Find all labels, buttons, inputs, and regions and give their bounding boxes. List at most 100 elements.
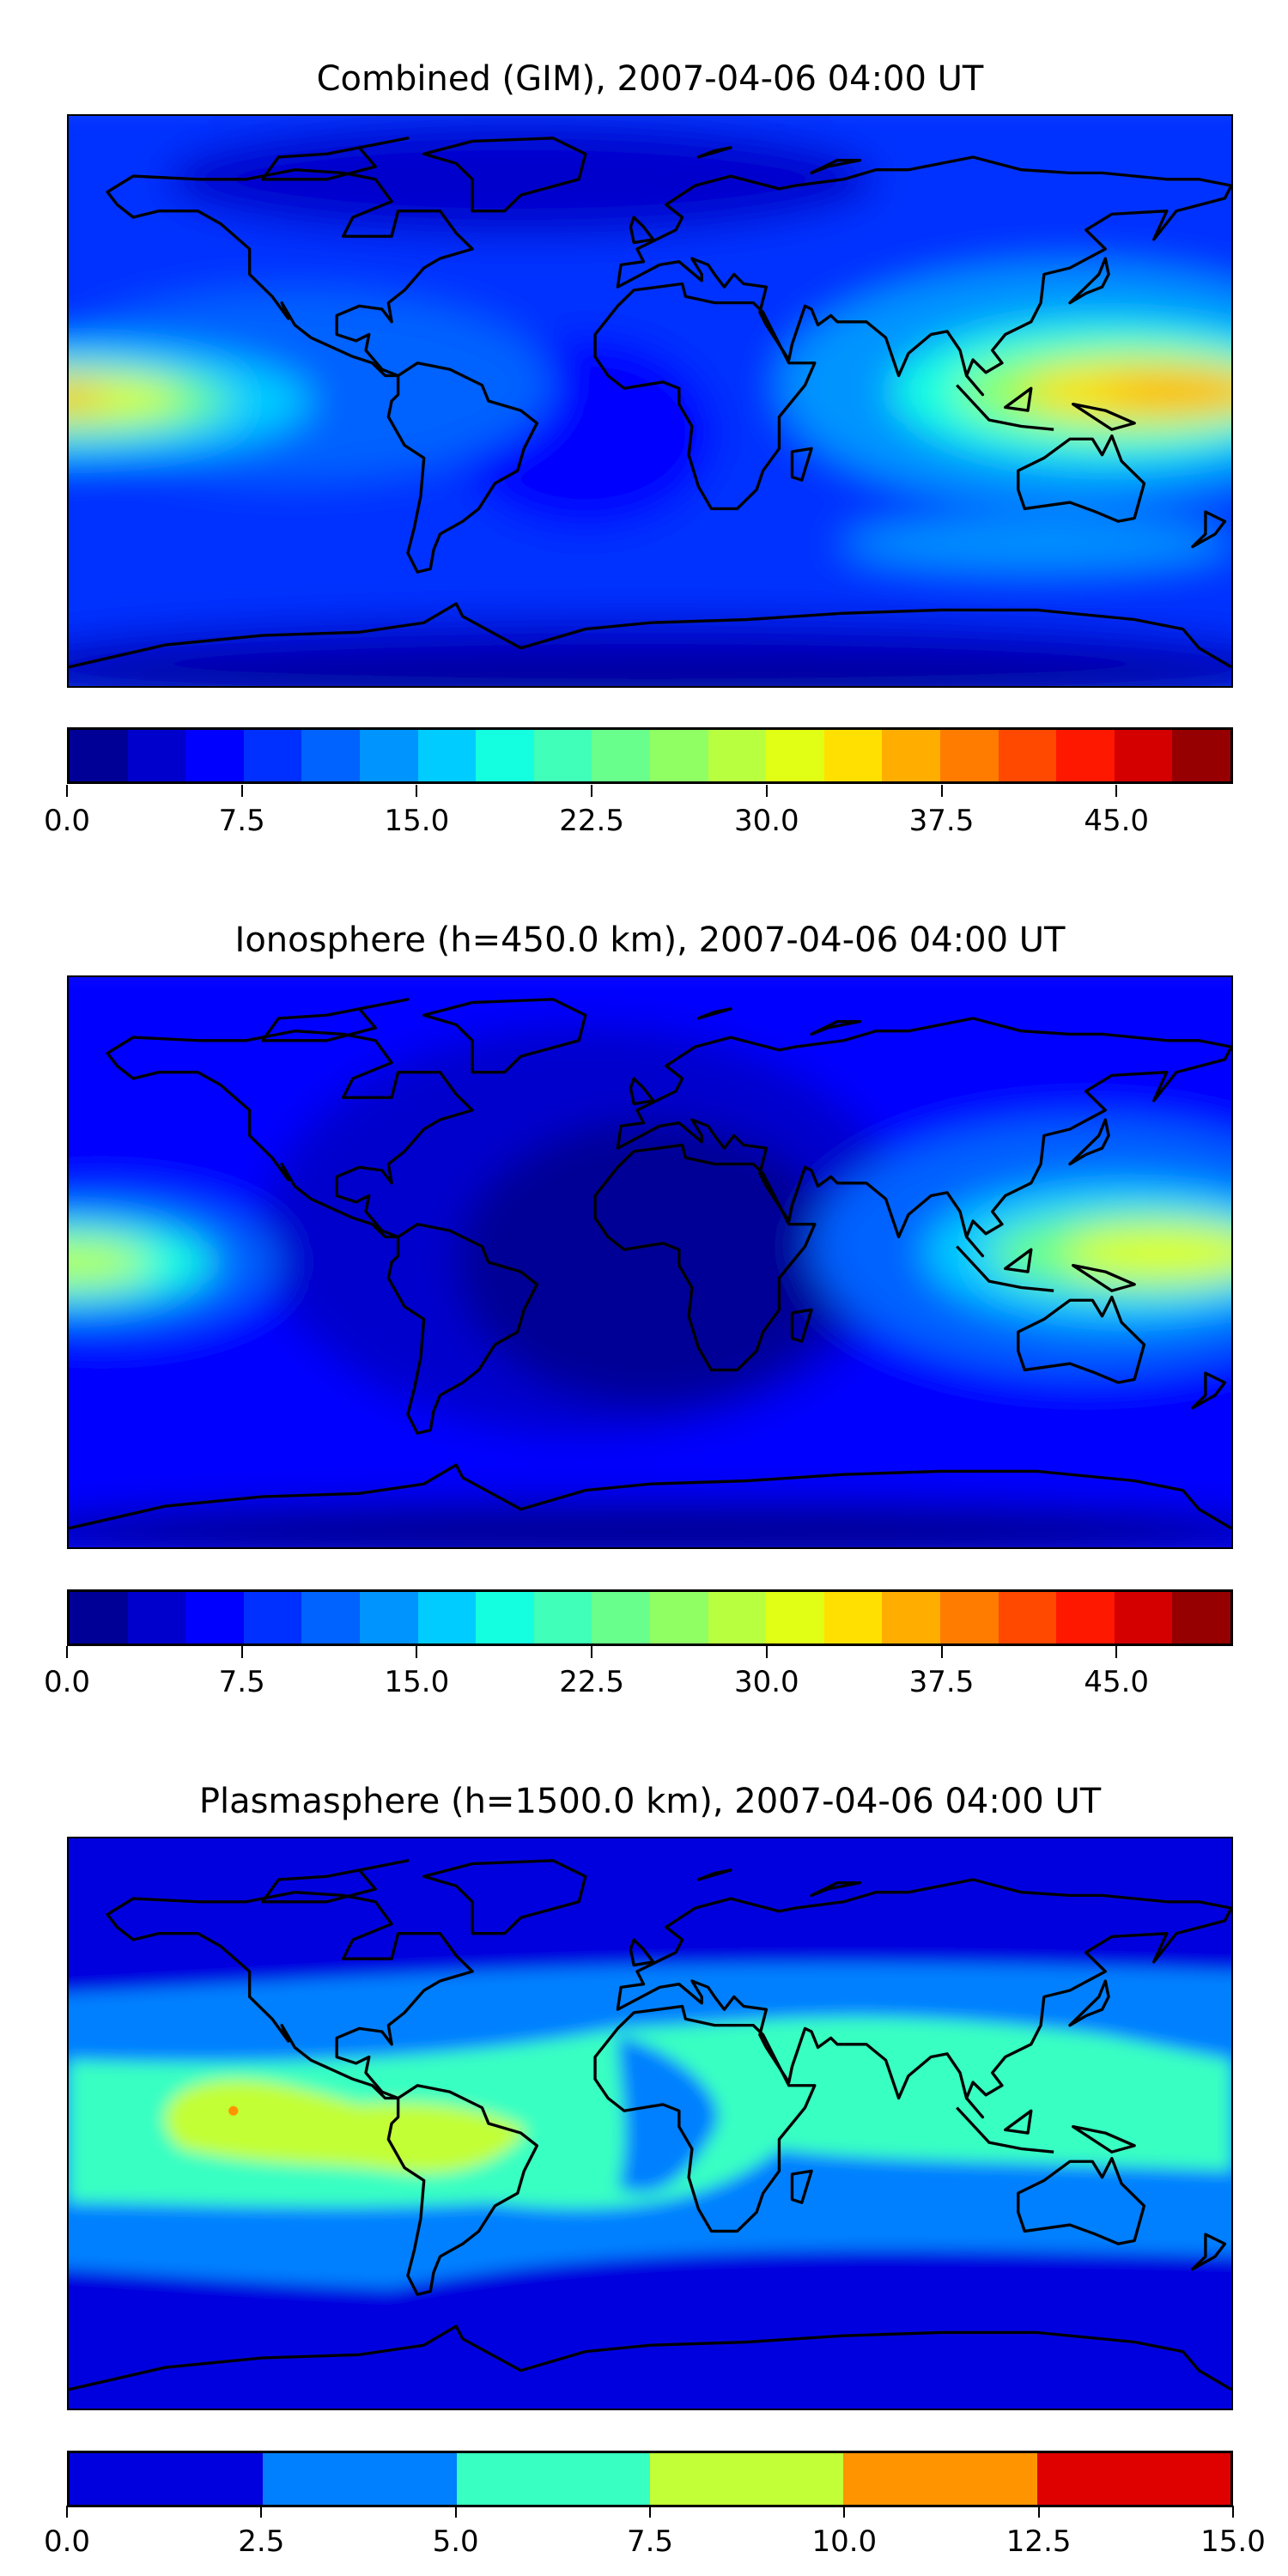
colorbar-ticks-plasmasphere: 0.0 2.5 5.0 7.5 10.0 12.5 15.0 [44,2506,1266,2566]
field-pacific-max [164,2079,528,2174]
colorbar-segment [1056,730,1115,781]
colorbar-tick [66,785,68,797]
colorbar-segment [70,730,128,781]
field-pacific-4 [69,375,182,421]
map-ionosphere [67,975,1233,1549]
colorbar-tick-label: 5.0 [432,2524,479,2559]
field-orange-spot [228,2105,239,2116]
colorbar-segment [263,2453,457,2505]
colorbar-segment [533,1592,592,1643]
colorbar-tick [1115,785,1118,797]
colorbar-tick-label: 10.0 [811,2524,878,2559]
colorbar-tick [416,1646,418,1658]
colorbar-segment [823,1592,883,1643]
colorbar-segment [649,1592,708,1643]
colorbar-tick-label: 15.0 [384,804,450,838]
colorbar-segment [766,730,824,781]
map-combined [67,114,1233,688]
colorbar-tick-label: 37.5 [908,804,975,838]
colorbar-combined [67,727,1233,784]
colorbar-segment [243,1592,302,1643]
colorbar-tick [649,2506,651,2518]
colorbar-ticks-ionosphere: 0.0 7.5 15.0 22.5 30.0 37.5 45.0 [44,1646,1233,1706]
map-ionosphere-svg [69,977,1231,1547]
colorbar-tick [591,785,593,797]
colorbar-segment [243,730,302,781]
colorbar-segment [417,1592,477,1643]
colorbar-segment [939,730,999,781]
colorbar-tick [1232,2506,1234,2518]
colorbar-segment [70,2453,264,2505]
colorbar-segment [592,1592,650,1643]
map-combined-svg [69,116,1231,686]
colorbar-tick [765,785,768,797]
colorbar-segment [476,730,534,781]
colorbar-segment [1172,730,1230,781]
colorbar-tick-label: 7.5 [218,804,265,838]
colorbar-segment [185,730,244,781]
colorbar-tick-label: 22.5 [559,1665,624,1699]
colorbar-tick [416,785,418,797]
colorbar-tick-label: 0.0 [43,804,91,838]
colorbar-segment [882,1592,940,1643]
chart-title-ionosphere: Ionosphere (h=450.0 km), 2007-04-06 04:0… [234,920,1066,960]
field-antarctic-min [69,654,1231,686]
colorbar-segment [649,2453,844,2505]
field-atlantic-min [456,1120,844,1405]
map-plasmasphere [67,1837,1233,2410]
colorbar-segment [1036,2453,1230,2505]
colorbar-segment [939,1592,999,1643]
map-plasmasphere-svg [69,1838,1231,2409]
field-south-indian [843,518,1231,569]
colorbar-segment [301,730,360,781]
colorbar-tick [843,2506,846,2518]
colorbar-segment [127,730,186,781]
colorbar-tick-label: 45.0 [1084,1665,1150,1699]
colorbar-segment [1114,1592,1173,1643]
colorbar-tick [765,1646,768,1658]
colorbar-segment [127,1592,186,1643]
colorbar-segment [843,2453,1037,2505]
field-antarctic-min [69,1499,1231,1547]
colorbar-tick [66,2506,68,2518]
colorbar-ionosphere [67,1589,1233,1646]
colorbar-tick-label: 12.5 [1005,2524,1072,2559]
colorbar-plasmasphere [67,2451,1233,2507]
colorbar-segment [417,730,477,781]
colorbar-segment [823,730,883,781]
colorbar-segment [766,1592,824,1643]
colorbar-segment [185,1592,244,1643]
colorbar-tick-label: 2.5 [238,2524,285,2559]
colorbar-segment [359,730,418,781]
colorbar-segment [882,730,940,781]
colorbar-segment [359,1592,418,1643]
colorbar-segment [456,2453,650,2505]
colorbar-tick-label: 45.0 [1084,804,1150,838]
colorbar-tick [454,2506,457,2518]
colorbar-tick-label: 0.0 [43,1665,91,1699]
colorbar-tick-label: 7.5 [218,1665,265,1699]
field-pacific-peak [69,1240,149,1285]
colorbar-segment [70,1592,128,1643]
colorbar-segment [998,1592,1057,1643]
colorbar-tick [240,785,243,797]
colorbar-segment [476,1592,534,1643]
field-pacific-peak [69,385,108,411]
field-asia-peak [1102,375,1231,408]
colorbar-tick [66,1646,68,1658]
colorbar-ticks-combined: 0.0 7.5 15.0 22.5 30.0 37.5 45.0 [44,785,1233,845]
colorbar-tick [940,785,943,797]
colorbar-segment [708,1592,767,1643]
colorbar-segment [1114,730,1173,781]
colorbar-segment [533,730,592,781]
colorbar-tick [591,1646,593,1658]
colorbar-segment [649,730,708,781]
chart-title-plasmasphere: Plasmasphere (h=1500.0 km), 2007-04-06 0… [198,1782,1102,1821]
colorbar-segment [301,1592,360,1643]
colorbar-tick-label: 30.0 [733,1665,799,1699]
colorbar-tick [260,2506,263,2518]
colorbar-tick-label: 0.0 [43,2524,91,2559]
colorbar-tick-label: 15.0 [384,1665,450,1699]
colorbar-tick-label: 30.0 [733,804,799,838]
colorbar-segment [1172,1592,1230,1643]
